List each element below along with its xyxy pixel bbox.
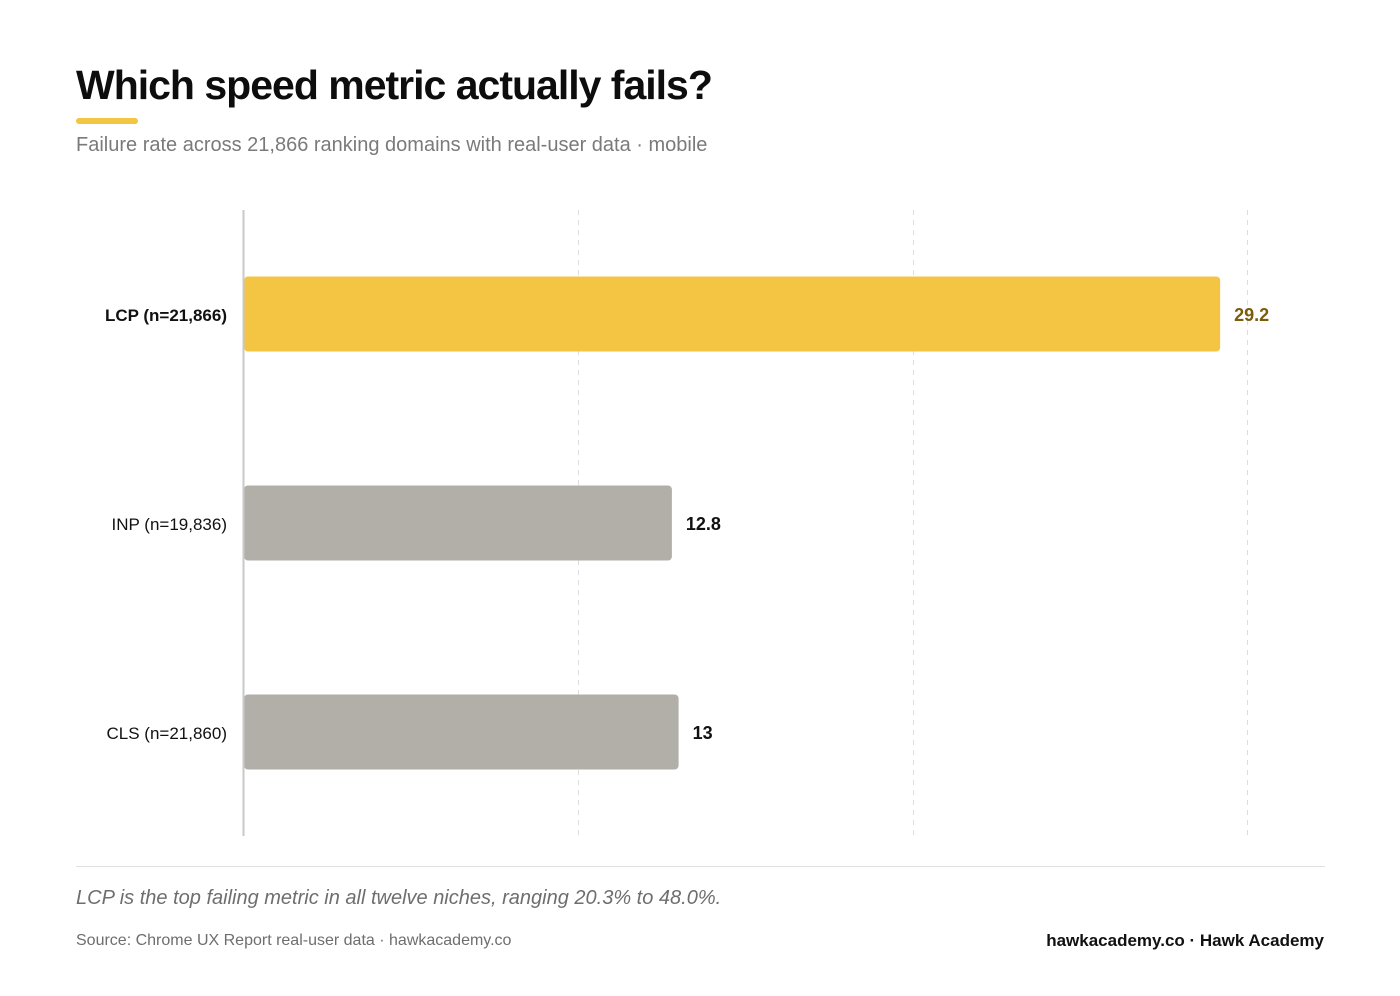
chart-title: Which speed metric actually fails? bbox=[76, 62, 713, 108]
value-label-2: 13 bbox=[693, 723, 713, 743]
category-label-0: LCP (n=21,866) bbox=[105, 306, 227, 325]
bar-2 bbox=[244, 694, 679, 770]
source-line: Source: Chrome UX Report real-user data … bbox=[76, 932, 512, 949]
title-accent-rule bbox=[76, 118, 138, 124]
category-label-1: INP (n=19,836) bbox=[112, 515, 227, 534]
value-label-0: 29.2 bbox=[1234, 305, 1269, 325]
brand-credit: hawkacademy.co · Hawk Academy bbox=[1046, 931, 1324, 950]
bar-chart: LCP (n=21,866) 29.2 INP (n=19,836) 12.8 CLS … bbox=[105, 210, 1269, 836]
bar-0 bbox=[244, 276, 1221, 352]
value-label-1: 12.8 bbox=[686, 514, 721, 534]
chart-subtitle: Failure rate across 21,866 ranking domai… bbox=[76, 134, 708, 156]
chart-note: LCP is the top failing metric in all twe… bbox=[76, 887, 722, 909]
bar-1 bbox=[244, 485, 672, 561]
category-label-2: CLS (n=21,860) bbox=[107, 724, 228, 743]
footer-divider bbox=[76, 866, 1325, 867]
